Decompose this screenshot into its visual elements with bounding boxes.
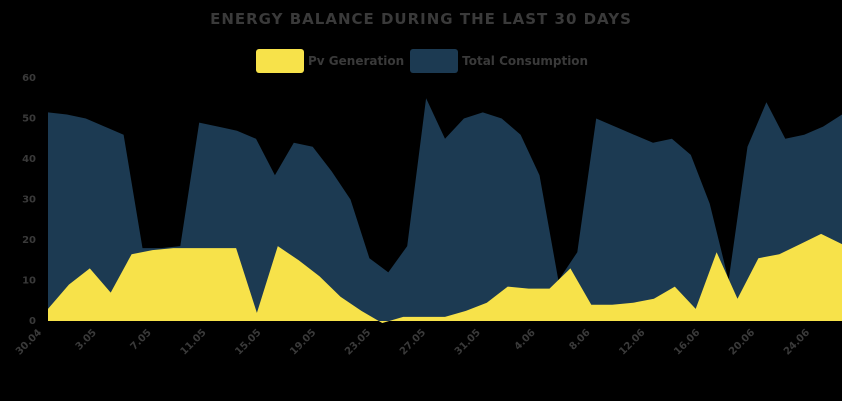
- y-tick-label: 40: [22, 154, 36, 165]
- legend-item-consumption: Total Consumption: [410, 49, 594, 73]
- x-tick-label: 27.05: [398, 327, 428, 357]
- x-tick-label: 11.05: [179, 327, 209, 357]
- series-area-total-consumption: [48, 98, 842, 321]
- y-tick-label: 10: [22, 276, 36, 287]
- y-tick-label: 20: [22, 235, 36, 246]
- y-tick-label: 30: [22, 195, 36, 206]
- x-tick-label: 20.06: [727, 327, 757, 357]
- x-tick-label: 16.06: [672, 327, 702, 357]
- legend: Pv Generation Total Consumption: [256, 49, 594, 73]
- x-tick-label: 24.06: [782, 327, 812, 357]
- x-tick-label: 4.06: [513, 327, 538, 352]
- legend-item-pv: Pv Generation: [256, 49, 410, 73]
- x-tick-label: 7.05: [129, 327, 154, 352]
- chart-title: ENERGY BALANCE DURING THE LAST 30 DAYS: [210, 10, 632, 28]
- legend-swatch-pv: [256, 49, 304, 73]
- y-tick-label: 0: [29, 316, 36, 327]
- legend-swatch-consumption: [410, 49, 459, 73]
- x-tick-label: 23.05: [343, 327, 373, 357]
- x-tick-label: 19.05: [288, 327, 318, 357]
- x-tick-label: 8.06: [567, 327, 592, 352]
- x-tick-label: 31.05: [453, 327, 483, 357]
- x-tick-label: 15.05: [233, 327, 263, 357]
- series-area-pv-generation: [48, 233, 842, 323]
- y-tick-label: 50: [22, 114, 36, 125]
- x-tick-label: 3.05: [74, 327, 99, 352]
- x-tick-label: 12.06: [617, 327, 647, 357]
- legend-label-consumption: Total Consumption: [462, 54, 589, 68]
- y-tick-label: 60: [22, 73, 36, 84]
- x-tick-label: 30.04: [14, 327, 44, 357]
- legend-label-pv: Pv Generation: [308, 54, 405, 68]
